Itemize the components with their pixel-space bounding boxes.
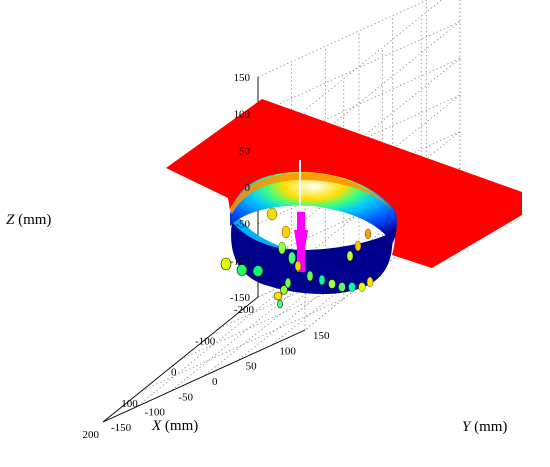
x-axis-label: X (mm) xyxy=(151,418,198,434)
marker xyxy=(354,240,362,252)
grid-line xyxy=(304,21,461,147)
grid-line xyxy=(257,131,461,225)
marker xyxy=(281,225,291,239)
grid-line xyxy=(304,94,461,221)
probe-tip xyxy=(294,230,308,248)
marker xyxy=(277,299,283,309)
marker xyxy=(273,291,283,301)
marker xyxy=(288,251,296,265)
marker xyxy=(306,270,314,282)
z-tick-labels: -150 -100 -50 0 50 100 150 xyxy=(230,72,251,304)
marker xyxy=(366,276,374,288)
x-tick-label: 0 xyxy=(171,367,177,379)
red-plane xyxy=(166,99,522,268)
x-tick-label: -100 xyxy=(195,335,216,347)
y-tick-label: 100 xyxy=(279,345,296,357)
x-axis-line xyxy=(102,296,259,423)
y-tick-label: -50 xyxy=(178,391,193,403)
y-axis-line xyxy=(102,329,306,423)
marker xyxy=(294,260,302,272)
surface-plot xyxy=(166,99,522,309)
y-tick-label: -150 xyxy=(111,422,132,434)
grid-line xyxy=(304,0,443,111)
marker xyxy=(236,264,248,276)
marker xyxy=(358,282,366,292)
z-tick-label: -150 xyxy=(230,292,251,304)
marker xyxy=(266,207,278,221)
marker xyxy=(220,257,232,271)
z-tick-label: 100 xyxy=(234,109,251,121)
bowl-rim xyxy=(230,172,397,244)
y-tick-label: -100 xyxy=(145,407,166,419)
grid-line xyxy=(257,21,461,115)
grid-line xyxy=(257,0,429,78)
y-tick-label: 0 xyxy=(212,376,218,388)
x-tick-label: -200 xyxy=(234,304,255,316)
bowl-edge xyxy=(230,172,394,214)
marker xyxy=(364,228,372,240)
grid-line xyxy=(304,131,461,257)
bowl-interior xyxy=(231,222,393,295)
z-tick-label: 50 xyxy=(239,145,251,157)
marker xyxy=(348,282,356,292)
marker xyxy=(328,279,336,289)
marker xyxy=(346,250,354,262)
z-tick-label: -50 xyxy=(235,219,250,231)
marker xyxy=(318,274,326,286)
y-tick-label: 150 xyxy=(313,330,330,342)
marker xyxy=(280,285,288,295)
marker xyxy=(338,282,346,292)
x-tick-labels: -200 -100 0 100 200 xyxy=(83,304,255,441)
x-tick-label: 200 xyxy=(83,429,100,441)
y-axis-label: Y (mm) xyxy=(462,419,507,435)
z-axis-label: Z (mm) xyxy=(6,212,51,228)
y-tick-label: 50 xyxy=(246,361,257,373)
grid-line xyxy=(136,281,292,407)
marker xyxy=(252,265,264,277)
z-tick-label: 0 xyxy=(245,182,251,194)
z-tick-label: -100 xyxy=(230,255,251,267)
z-tick-label: 150 xyxy=(234,72,251,84)
marker xyxy=(284,277,292,289)
x-tick-label: 100 xyxy=(121,398,138,410)
grid-line xyxy=(304,58,461,184)
marker xyxy=(278,241,286,255)
